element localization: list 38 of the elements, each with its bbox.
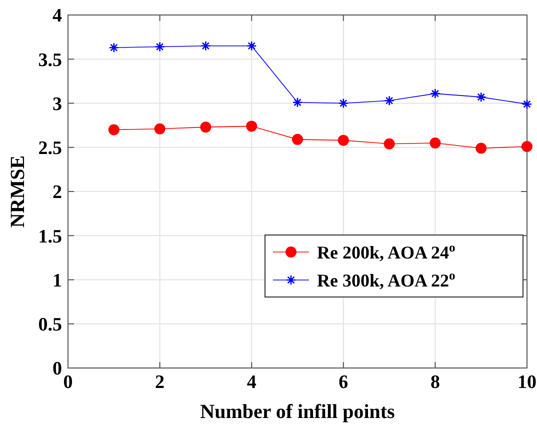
x-tick-label: 10 xyxy=(518,372,536,393)
point xyxy=(154,42,165,52)
point xyxy=(200,40,211,52)
point xyxy=(430,88,440,99)
x-tick-label: 4 xyxy=(246,372,257,393)
x-tick-label: 8 xyxy=(430,372,440,393)
y-tick-label: 2 xyxy=(52,182,62,204)
point xyxy=(384,95,394,106)
point xyxy=(246,120,258,132)
x-tick-label: 6 xyxy=(338,372,348,393)
point xyxy=(292,134,303,145)
point xyxy=(338,134,349,146)
x-axis-title: Number of infill points xyxy=(200,401,396,423)
y-tick-label: 0 xyxy=(52,358,62,380)
y-tick-label: 0.5 xyxy=(38,314,62,336)
point xyxy=(292,97,303,108)
point xyxy=(476,92,486,102)
point xyxy=(476,142,487,154)
y-axis-title: NRMSE xyxy=(7,155,29,228)
point xyxy=(522,98,532,110)
point xyxy=(108,42,120,53)
y-tick-label: 3 xyxy=(52,94,62,115)
point xyxy=(108,124,120,136)
point xyxy=(154,123,166,134)
point xyxy=(522,140,532,152)
point xyxy=(384,138,395,150)
legend-label: Re 200k, AOA 24$^{o}$ xyxy=(317,240,456,262)
y-tick-label: 1 xyxy=(52,270,62,292)
legend-label: Re 300k, AOA 22$^{o}$ xyxy=(317,268,456,290)
point xyxy=(338,98,349,108)
y-tick-label: 4 xyxy=(52,6,62,27)
point xyxy=(200,122,212,133)
x-tick-label: 2 xyxy=(155,372,165,393)
point xyxy=(430,137,441,148)
point xyxy=(246,40,257,52)
y-tick-label: 3.5 xyxy=(38,50,62,71)
y-tick-label: 1.5 xyxy=(38,226,62,248)
y-tick-label: 2.5 xyxy=(38,138,62,160)
